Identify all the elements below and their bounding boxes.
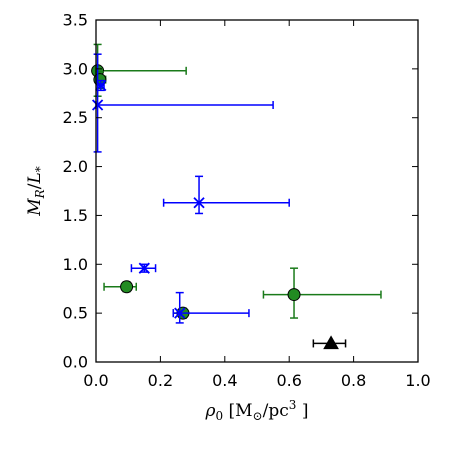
- y-tick-label: 1.5: [63, 206, 88, 225]
- y-tick-label: 2.5: [63, 108, 88, 127]
- y-tick-label: 0.0: [63, 353, 88, 372]
- circle-marker: [287, 288, 301, 302]
- x-marker-stroke: [95, 79, 107, 92]
- x-tick-label: 0.8: [341, 371, 366, 390]
- y-tick-label: 3.0: [63, 59, 88, 78]
- x-tick-label: 0.4: [212, 371, 237, 390]
- data-point-x: [130, 262, 157, 274]
- y-tick-label: 3.5: [63, 11, 88, 30]
- y-tick-label: 1.0: [63, 255, 88, 274]
- data-point-x: [172, 291, 250, 324]
- data-point-x: [91, 53, 274, 153]
- x-marker-stroke: [138, 262, 150, 274]
- y-tick-label: 2.0: [63, 157, 88, 176]
- x-axis-label: ρ0 [M⊙/pc3 ]: [205, 398, 309, 423]
- x-marker-stroke: [193, 197, 205, 209]
- data-point-circle: [262, 267, 382, 319]
- data-point-x: [95, 79, 107, 92]
- x-tick-label: 1.0: [405, 371, 430, 390]
- x-tick-label: 0.6: [276, 371, 301, 390]
- x-marker-stroke: [174, 307, 186, 319]
- x-tick-label: 0.2: [148, 371, 173, 390]
- triangle-marker: [323, 335, 339, 350]
- y-axis-label: MR/L*: [25, 166, 47, 217]
- plot-frame: [95, 19, 419, 363]
- x-marker-stroke: [91, 99, 104, 111]
- y-tick-label: 0.5: [63, 304, 88, 323]
- data-point-triangle: [312, 335, 347, 350]
- x-tick-label: 0.0: [83, 371, 108, 390]
- data-point-x: [162, 175, 290, 215]
- axis-ticks: 0.0 0.2 0.4 0.6 0.8 1.0 0.0 0.5 1.0 1.5 2.0 2.5 3.0 3…: [63, 11, 431, 391]
- data-point-circle: [91, 43, 187, 97]
- circle-marker: [120, 280, 134, 294]
- chart-marks: [91, 43, 382, 350]
- data-point-circle: [103, 280, 137, 294]
